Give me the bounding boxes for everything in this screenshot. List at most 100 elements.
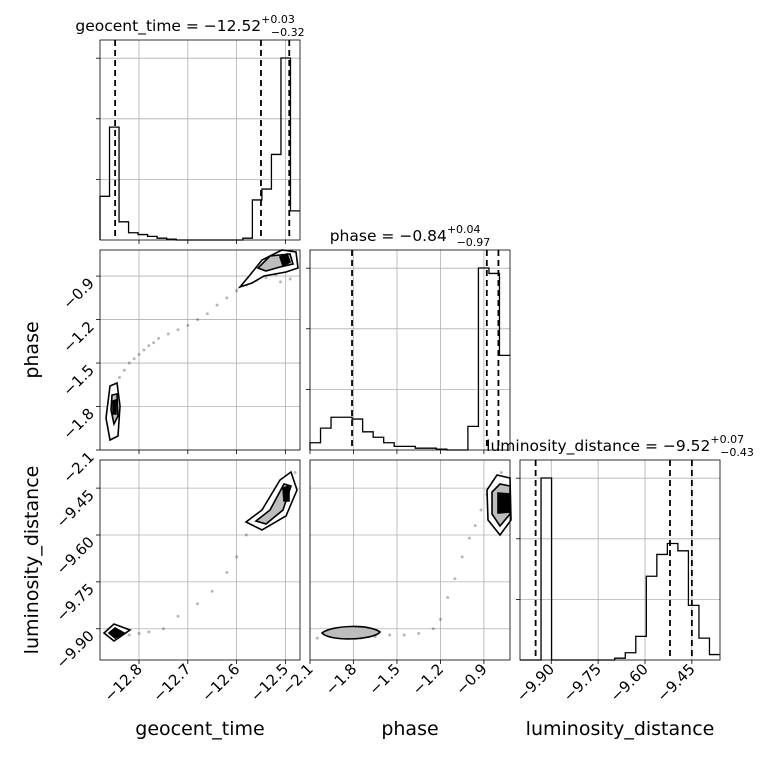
scatter-point [161, 627, 165, 631]
tick-label: −1.8 [322, 660, 360, 698]
panel-title-sub: −0.43 [720, 446, 754, 459]
histogram-step [99, 57, 300, 241]
scatter-point [388, 633, 392, 637]
tick-label: −9.90 [53, 627, 98, 672]
tick-label: −1.8 [59, 405, 97, 443]
tick-label: −1.2 [59, 318, 97, 356]
tick-label: −0.9 [59, 274, 97, 312]
tick-layer: −2.1−1.8−1.5−1.2−0.9−12.8 −12.7 −12.6 −12.5… [53, 57, 699, 705]
histogram-step [309, 267, 510, 451]
tick-label: −12.8 [101, 660, 146, 705]
scatter-point [166, 332, 170, 336]
scatter-point [244, 533, 248, 537]
panel-title: geocent_time = −12.52+0.03 −0.32 [75, 13, 304, 39]
scatter-point [196, 602, 200, 606]
contour-core [497, 492, 511, 514]
scatter-point [235, 289, 239, 293]
scatter-point [147, 344, 151, 348]
scatter-point [122, 368, 126, 372]
tick-label: −1.5 [365, 660, 403, 698]
scatter-point [499, 471, 503, 474]
axes-frame [309, 459, 511, 661]
panel-title-sup: +0.03 [261, 13, 295, 26]
scatter-point [473, 524, 477, 528]
tick-label: −9.75 [560, 660, 605, 705]
scatter-point [215, 303, 219, 307]
contour-core [112, 398, 117, 415]
scatter-point [210, 589, 214, 593]
panel-title-sup: +0.07 [710, 433, 744, 446]
scatter-point [278, 280, 282, 284]
scatter-point [118, 376, 122, 380]
grid-layer [100, 40, 720, 660]
axes-frame [99, 459, 301, 661]
y-axis-label: luminosity_distance [21, 466, 43, 655]
scatter-point [235, 555, 239, 559]
scatter-point [152, 341, 156, 345]
tick-label: −12.6 [198, 660, 243, 705]
scatter-point [446, 596, 450, 599]
x-axis-label: luminosity_distance [526, 718, 715, 740]
tick-label: −9.45 [653, 660, 698, 705]
panel-title: phase = −0.84+0.04 −0.97 [330, 223, 491, 249]
tick-label: −12.7 [149, 660, 194, 705]
panel-title-sup: +0.04 [447, 223, 481, 236]
scatter-point [225, 296, 229, 300]
histogram-step [520, 477, 720, 661]
scatter-point [460, 555, 464, 559]
scatter-point [225, 571, 229, 574]
tick-label: −9.60 [53, 533, 98, 578]
scatter-point [467, 536, 471, 540]
tick-label: −1.5 [59, 361, 97, 399]
axes-frame [99, 39, 301, 241]
contour-outer [320, 625, 382, 640]
tick-label: −1.2 [409, 660, 447, 698]
tick-label: −9.75 [53, 580, 98, 625]
scatter-point [264, 276, 268, 280]
panel-title-main: luminosity_distance = −9.52 [486, 437, 710, 456]
x-axis-label: geocent_time [135, 718, 264, 740]
scatter-point [137, 352, 141, 356]
scatter-point [288, 277, 292, 281]
scatter-point [137, 631, 141, 635]
scatter-layer [108, 268, 503, 640]
panel-title-main: phase = −0.84 [330, 227, 447, 245]
scatter-point [132, 357, 136, 361]
contour-core [282, 484, 290, 502]
scatter-point [438, 617, 442, 621]
histogram-layer [99, 57, 720, 661]
scatter-point [176, 614, 180, 618]
frame-layer [99, 39, 721, 661]
scatter-point [431, 627, 435, 631]
contour-core [279, 252, 291, 268]
scatter-point [142, 348, 146, 352]
panel-title-main: geocent_time = −12.52 [75, 17, 261, 36]
scatter-point [176, 328, 180, 332]
tick-label: −9.45 [53, 486, 98, 531]
panel-title-sub: −0.97 [457, 236, 491, 249]
tick-label: −9.90 [513, 660, 558, 705]
scatter-point [127, 361, 131, 365]
contour-inner [254, 483, 293, 525]
scatter-point [402, 633, 406, 637]
contour-layer [102, 249, 512, 642]
scatter-point [147, 630, 151, 634]
scatter-point [186, 323, 190, 327]
axes-frame [309, 249, 511, 451]
scatter-point [315, 636, 319, 640]
scatter-point [205, 312, 209, 316]
x-axis-label: phase [381, 718, 438, 740]
scatter-point [196, 318, 200, 322]
axes-frame [99, 249, 301, 451]
panel-title: luminosity_distance = −9.52+0.07 −0.43 [486, 433, 754, 459]
scatter-point [127, 633, 131, 637]
quantile-layer [114, 40, 693, 660]
scatter-point [479, 508, 483, 512]
scatter-point [453, 577, 457, 581]
scatter-point [157, 336, 161, 340]
y-axis-label: phase [21, 321, 43, 378]
tick-label: −0.9 [452, 660, 490, 698]
scatter-point [417, 631, 421, 635]
axes-frame [519, 459, 721, 661]
